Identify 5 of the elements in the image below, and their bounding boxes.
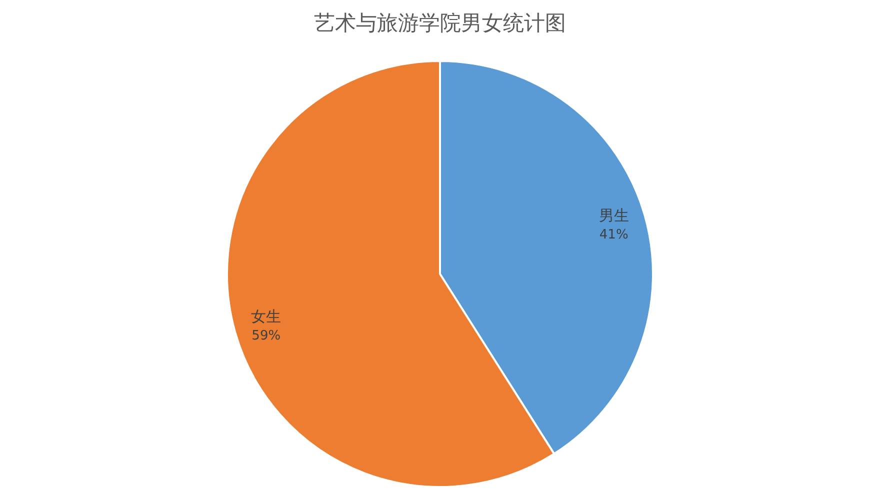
chart-title: 艺术与旅游学院男女统计图 xyxy=(314,11,566,35)
slice-label: 男生 xyxy=(598,206,629,224)
data-label: 59% xyxy=(252,328,281,344)
slice-label: 女生 xyxy=(251,308,282,326)
data-label: 41% xyxy=(599,227,628,242)
